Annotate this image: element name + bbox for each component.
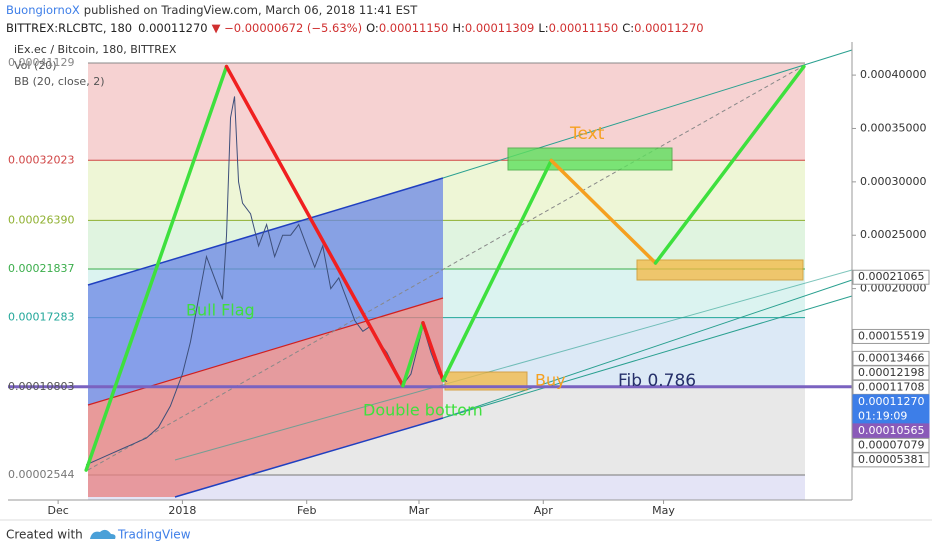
zone-box — [636, 259, 804, 281]
ohlc-label: H: — [452, 21, 465, 35]
fib-label: 0.00041129 — [8, 56, 74, 69]
y-tick-label: 0.00030000 — [860, 175, 926, 188]
annotation: Bull Flag — [186, 301, 255, 320]
channel-lower — [88, 298, 443, 497]
price-tag-label: 0.00015519 — [858, 329, 924, 342]
price-tag-label: 0.00021065 — [858, 270, 924, 283]
zigzag-leg — [549, 158, 658, 265]
published: published on TradingView.com, March 06, … — [84, 3, 418, 17]
brand-logo — [90, 529, 116, 539]
fib-label: 0.00010803 — [8, 380, 74, 393]
trend-dashed — [87, 64, 806, 471]
x-tick-label: Mar — [409, 504, 430, 517]
price-tag-label: 0.00011708 — [858, 380, 924, 393]
x-tick-label: Apr — [534, 504, 554, 517]
price-tag-label: 01:19:09 — [858, 409, 907, 422]
last: 0.00011270 — [138, 21, 208, 35]
header-line: BuongiornoX published on TradingView.com,… — [6, 3, 418, 17]
ohlc-label: O: — [366, 21, 379, 35]
fib-label: 0.00026390 — [8, 213, 74, 226]
price-tag-label: 0.00013466 — [858, 351, 924, 364]
channel-ext — [174, 269, 853, 461]
channel-upper — [88, 178, 443, 405]
ohlc-value: 0.00011309 — [465, 21, 535, 35]
fib-label: 0.00002544 — [8, 468, 74, 481]
price-tag-label: 0.00007079 — [858, 438, 924, 451]
footer-brand: TradingView — [117, 528, 191, 542]
zigzag-leg — [401, 321, 425, 388]
annotation: Text — [569, 124, 605, 144]
channel-line — [174, 417, 444, 498]
fib-band — [88, 160, 805, 221]
zigzag-leg — [84, 64, 229, 472]
channel-line — [87, 177, 444, 286]
author: BuongiornoX — [6, 3, 80, 17]
x-tick-label: Feb — [297, 504, 316, 517]
y-tick-label: 0.00025000 — [860, 228, 926, 241]
ohlc-label: L: — [538, 21, 548, 35]
x-tick-label: Dec — [47, 504, 68, 517]
fib-label: 0.00032023 — [8, 153, 74, 166]
y-tick-label: 0.00040000 — [860, 68, 926, 81]
zigzag-leg — [421, 321, 445, 383]
x-tick-label: 2018 — [168, 504, 196, 517]
annotation: Buy — [535, 371, 566, 390]
price-tag-label: 0.00012198 — [858, 366, 924, 379]
legend-item: BB (20, close, 2) — [14, 75, 105, 88]
channel-ext — [442, 295, 853, 419]
ohlc-value: 0.00011150 — [549, 21, 619, 35]
price-tag — [852, 328, 930, 344]
legend-item: Vol (20) — [14, 59, 57, 72]
footer-text: Created with — [6, 528, 83, 542]
zigzag-leg — [224, 64, 405, 388]
fib-label: 0.00021837 — [8, 262, 74, 275]
price-tag — [852, 269, 930, 285]
price-tag — [852, 452, 930, 468]
y-tick-label: 0.00035000 — [860, 121, 926, 134]
annotation: Fib 0.786 — [618, 371, 696, 391]
price-tag-label: 0.00011270 — [858, 395, 924, 408]
ohlc-label: C: — [622, 21, 634, 35]
zigzag-leg — [441, 158, 554, 383]
change: ▼ −0.00000672 (−5.63%) — [212, 21, 362, 35]
fib-band — [88, 63, 805, 161]
target-box — [507, 147, 673, 171]
price-tag-label: 0.00005381 — [858, 453, 924, 466]
price-tag-label: 0.00010565 — [858, 424, 924, 437]
ohlc-value: 0.00011270 — [634, 21, 704, 35]
zigzag-leg — [653, 64, 806, 265]
plot — [8, 64, 852, 472]
header-line: BITTREX:RLCBTC, 180 0.00011270 ▼ −0.000006… — [6, 21, 704, 35]
legend-item: iEx.ec / Bitcoin, 180, BITTREX — [14, 43, 177, 56]
x-tick-label: May — [652, 504, 675, 517]
annotation: Double bottom — [363, 401, 483, 420]
fib-label: 0.00017283 — [8, 311, 74, 324]
symbol: BITTREX:RLCBTC, 180 — [6, 21, 132, 35]
y-tick-label: 0.00020000 — [860, 282, 926, 295]
channel-ext — [442, 279, 853, 419]
ohlc-value: 0.00011150 — [379, 21, 449, 35]
